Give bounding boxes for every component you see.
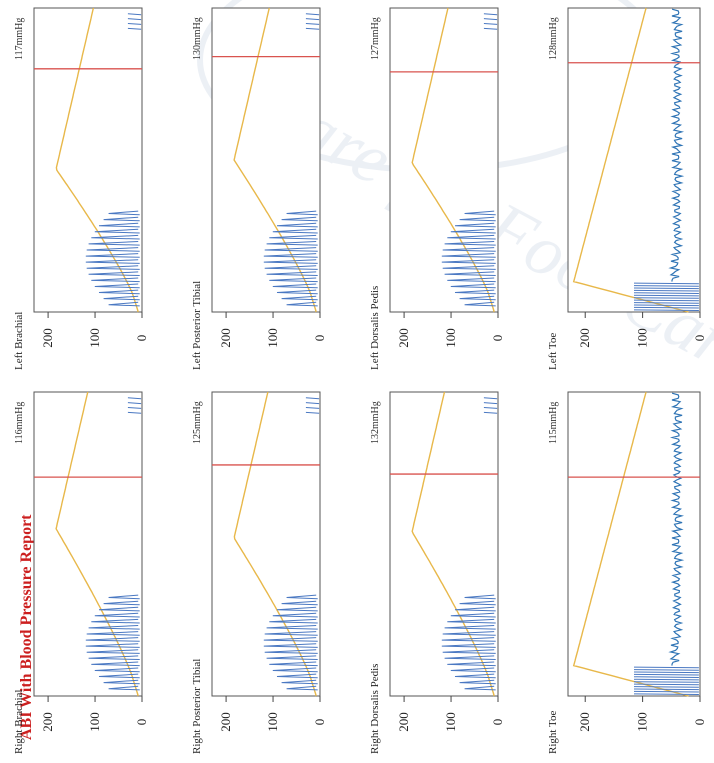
pulse-waveform xyxy=(263,13,320,307)
panel-name: Left Toe xyxy=(547,333,559,370)
pulse-waveform xyxy=(633,282,699,311)
chart-panel: Left Toe 128mmHg 0 100 200 xyxy=(547,7,707,370)
cuff-pressure-line xyxy=(572,391,689,697)
tick-label: 100 xyxy=(443,712,458,732)
cuff-pressure-line xyxy=(55,391,139,697)
chart-panel: Right Brachial 116mmHg 0 100 200 xyxy=(13,391,149,754)
chart-panel: Left Posterior Tibial 130mmHg 0 100 200 xyxy=(191,7,327,370)
tick-label: 0 xyxy=(134,335,149,342)
pulse-waveform xyxy=(85,13,142,307)
pressure-readout: 130mmHg xyxy=(192,17,203,60)
pressure-readout: 117mmHg xyxy=(14,18,25,60)
cuff-pressure-line xyxy=(411,391,495,697)
tick-label: 100 xyxy=(87,712,102,732)
panel-name: Right Toe xyxy=(547,711,559,754)
tick-label: 0 xyxy=(692,335,707,342)
pressure-readout: 132mmHg xyxy=(370,401,381,444)
pressure-readout: 116mmHg xyxy=(14,402,25,444)
pulse-waveform xyxy=(441,397,498,691)
tick-label: 100 xyxy=(265,712,280,732)
tick-label: 200 xyxy=(40,712,55,732)
panel-frame xyxy=(33,7,143,313)
cuff-pressure-line xyxy=(411,7,495,313)
cuff-pressure-line xyxy=(233,391,317,697)
tick-label: 0 xyxy=(490,719,505,726)
tick-label: 100 xyxy=(635,328,650,348)
chart-panel: Left Dorsalis Pedis 127mmHg 0 100 200 xyxy=(369,7,505,370)
panel-frame xyxy=(33,391,143,697)
cuff-pressure-line xyxy=(572,7,689,313)
tick-label: 0 xyxy=(312,719,327,726)
pulse-waveform xyxy=(263,397,320,691)
panel-frame xyxy=(211,391,321,697)
tick-label: 200 xyxy=(396,328,411,348)
panel-frame xyxy=(389,7,499,313)
tick-label: 100 xyxy=(87,328,102,348)
tick-label: 0 xyxy=(490,335,505,342)
panel-name: Left Posterior Tibial xyxy=(191,281,203,370)
cuff-pressure-line xyxy=(55,7,139,313)
pulse-waveform xyxy=(633,666,699,695)
tick-label: 200 xyxy=(218,328,233,348)
cuff-pressure-line xyxy=(233,7,317,313)
tick-label: 200 xyxy=(577,712,592,732)
toe-baseline-line xyxy=(668,8,685,282)
toe-baseline-line xyxy=(668,392,685,666)
chart-panel: Right Posterior Tibial 125mmHg 0 100 200 xyxy=(191,391,327,754)
pressure-readout: 115mmHg xyxy=(548,402,559,444)
panel-name: Right Dorsalis Pedis xyxy=(369,664,381,754)
tick-label: 200 xyxy=(396,712,411,732)
pulse-waveform xyxy=(85,397,142,691)
pulse-waveform xyxy=(441,13,498,307)
pressure-readout: 125mmHg xyxy=(192,401,203,444)
chart-panel: Right Toe 115mmHg 0 100 200 xyxy=(547,391,707,754)
pressure-readout: 127mmHg xyxy=(370,17,381,60)
tick-label: 200 xyxy=(577,328,592,348)
panel-frame xyxy=(211,7,321,313)
tick-label: 0 xyxy=(312,335,327,342)
report-title: ABI With Blood Pressure Report xyxy=(18,514,35,740)
tick-label: 200 xyxy=(40,328,55,348)
pressure-readout: 128mmHg xyxy=(548,17,559,60)
tick-label: 100 xyxy=(265,328,280,348)
panel-frame xyxy=(389,391,499,697)
tick-label: 200 xyxy=(218,712,233,732)
panel-frame xyxy=(567,391,701,697)
chart-panel: Right Dorsalis Pedis 132mmHg 0 100 200 xyxy=(369,391,505,754)
chart-panel: Left Brachial 117mmHg 0 100 200 xyxy=(13,7,149,370)
tick-label: 100 xyxy=(443,328,458,348)
tick-label: 100 xyxy=(635,712,650,732)
panel-name: Right Brachial xyxy=(13,690,25,754)
tick-label: 0 xyxy=(692,719,707,726)
panel-name: Left Brachial xyxy=(13,312,25,370)
tick-label: 0 xyxy=(134,719,149,726)
panel-name: Left Dorsalis Pedis xyxy=(369,286,381,370)
panel-name: Right Posterior Tibial xyxy=(191,659,203,754)
panel-frame xyxy=(567,7,701,313)
